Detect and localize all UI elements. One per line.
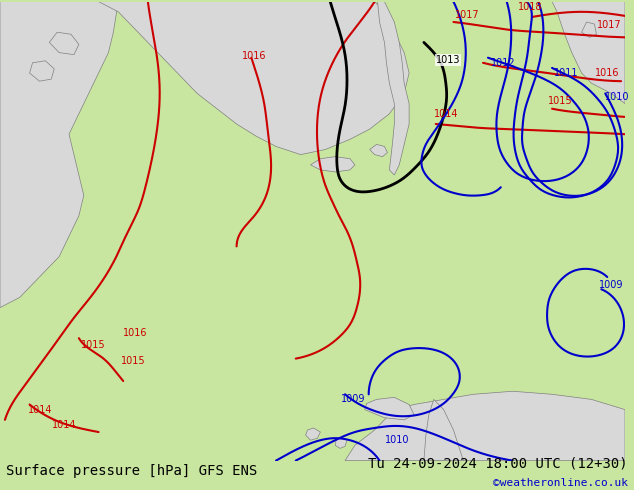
Text: 1018: 1018 [518, 2, 543, 12]
Polygon shape [30, 61, 55, 81]
Polygon shape [345, 391, 625, 461]
Text: 1015: 1015 [121, 356, 146, 366]
Text: 1014: 1014 [52, 420, 76, 430]
Text: 1015: 1015 [548, 96, 573, 106]
Text: 1014: 1014 [28, 405, 52, 415]
Polygon shape [306, 428, 320, 440]
Polygon shape [552, 1, 625, 103]
Text: 1014: 1014 [434, 109, 458, 119]
Polygon shape [49, 32, 79, 55]
Text: 1017: 1017 [597, 20, 622, 30]
Text: 1010: 1010 [384, 435, 409, 445]
Polygon shape [98, 1, 409, 155]
Text: 1015: 1015 [81, 340, 105, 350]
Polygon shape [370, 145, 387, 157]
Polygon shape [335, 437, 347, 448]
Text: 1016: 1016 [242, 51, 266, 61]
Text: 1016: 1016 [124, 328, 148, 338]
Text: 1017: 1017 [455, 10, 480, 20]
Text: 1012: 1012 [491, 58, 515, 68]
Polygon shape [365, 397, 414, 420]
Text: 1013: 1013 [436, 55, 460, 65]
Polygon shape [581, 22, 597, 37]
Text: Tu 24-09-2024 18:00 UTC (12+30): Tu 24-09-2024 18:00 UTC (12+30) [368, 456, 628, 470]
Text: 1009: 1009 [340, 394, 365, 404]
Polygon shape [378, 1, 409, 175]
Polygon shape [424, 399, 463, 461]
Text: 1011: 1011 [554, 68, 578, 78]
Text: ©weatheronline.co.uk: ©weatheronline.co.uk [493, 478, 628, 488]
Text: Surface pressure [hPa] GFS ENS: Surface pressure [hPa] GFS ENS [6, 464, 257, 478]
Polygon shape [0, 1, 119, 308]
Polygon shape [311, 157, 355, 172]
Text: 1010: 1010 [605, 93, 630, 102]
Text: 1016: 1016 [595, 68, 620, 78]
Text: 1009: 1009 [599, 280, 624, 290]
